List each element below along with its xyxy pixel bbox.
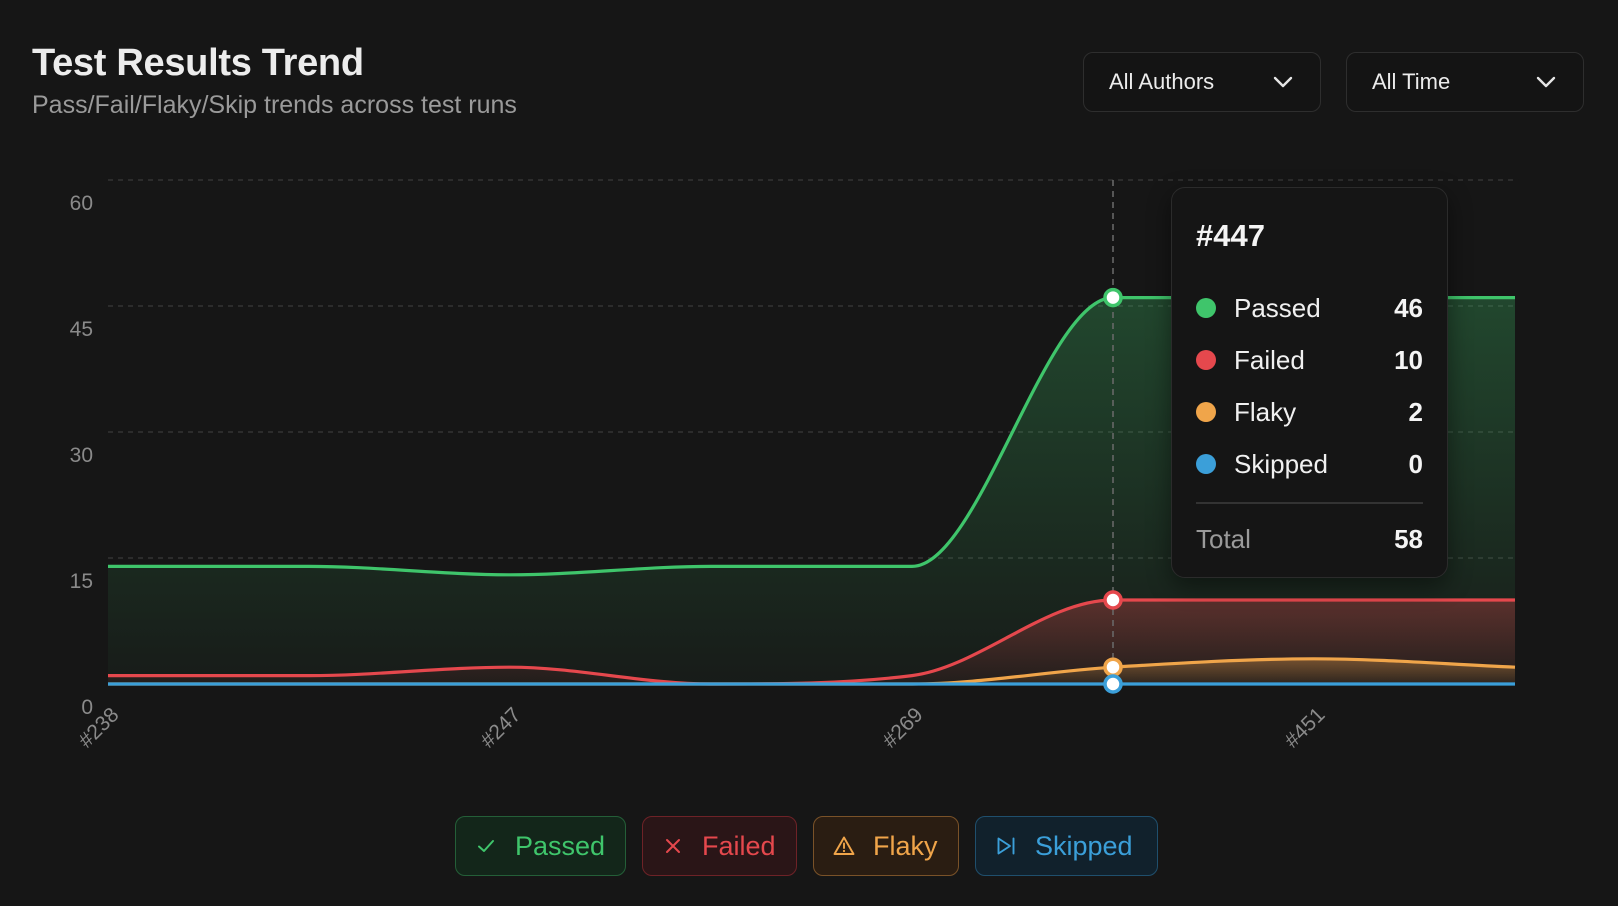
tooltip-row-failed: Failed 10 xyxy=(1196,334,1423,386)
tooltip-row-label: Skipped xyxy=(1234,448,1328,479)
tooltip-total-row: Total 58 xyxy=(1196,514,1423,566)
tooltip-row-skipped: Skipped 0 xyxy=(1196,438,1423,490)
tooltip-row-value: 10 xyxy=(1394,344,1423,375)
skipped-dot-icon xyxy=(1196,454,1216,474)
time-filter-label: All Time xyxy=(1372,69,1451,94)
check-icon xyxy=(478,840,494,852)
time-range-filter-select[interactable]: All Time xyxy=(1346,52,1584,112)
passed-dot-icon xyxy=(1196,298,1216,318)
legend-label: Flaky xyxy=(873,830,938,861)
legend-toggle-flaky[interactable]: Flaky xyxy=(813,816,959,876)
legend-toggle-skipped[interactable]: Skipped xyxy=(975,816,1158,876)
tooltip-divider xyxy=(1196,502,1423,504)
legend-label: Skipped xyxy=(1035,830,1133,861)
y-tick-label: 30 xyxy=(70,444,93,467)
tooltip-row-label: Failed xyxy=(1234,344,1305,375)
legend-toggle-failed[interactable]: Failed xyxy=(642,816,797,876)
hover-crosshair xyxy=(1103,180,1123,694)
legend-label: Failed xyxy=(702,830,776,861)
tooltip-row-value: 46 xyxy=(1394,292,1423,323)
flaky-dot-icon xyxy=(1196,402,1216,422)
tooltip-title: #447 xyxy=(1196,218,1265,253)
chevron-down-icon xyxy=(1536,76,1556,88)
tooltip-row-value: 2 xyxy=(1408,396,1423,427)
tooltip-row-value: 0 xyxy=(1408,448,1423,479)
failed-dot-icon xyxy=(1196,350,1216,370)
chart-legend: Passed Failed Flaky Skipped xyxy=(455,816,1158,876)
x-tick-label: #247 xyxy=(476,703,525,752)
y-tick-label: 60 xyxy=(70,192,93,215)
hover-marker-failed xyxy=(1103,590,1123,610)
legend-label: Passed xyxy=(515,830,606,861)
warning-triangle-icon xyxy=(833,836,855,855)
tooltip-row-flaky: Flaky 2 xyxy=(1196,386,1423,438)
author-filter-label: All Authors xyxy=(1109,69,1215,94)
hover-marker-passed xyxy=(1103,287,1123,308)
chart-header: Test Results Trend Pass/Fail/Flaky/Skip … xyxy=(32,40,517,120)
hover-tooltip: #447 Passed 46 Failed 10 Flaky 2 Skipped… xyxy=(1171,187,1448,578)
x-icon xyxy=(666,839,680,853)
tooltip-total-label: Total xyxy=(1196,524,1251,554)
tooltip-row-label: Passed xyxy=(1234,292,1321,323)
tooltip-total-value: 58 xyxy=(1394,524,1423,554)
x-tick-label: #269 xyxy=(878,703,927,752)
legend-toggle-passed[interactable]: Passed xyxy=(455,816,626,876)
area-passed xyxy=(108,297,1515,684)
page-subtitle: Pass/Fail/Flaky/Skip trends across test … xyxy=(32,91,517,119)
y-tick-label: 0 xyxy=(81,696,93,719)
trend-chart[interactable]: 0 15 30 45 60 #238 #247 #269 #451 xyxy=(0,150,1618,780)
hover-marker-skipped xyxy=(1103,674,1123,694)
y-tick-label: 45 xyxy=(70,318,93,341)
hover-marker-flaky xyxy=(1103,657,1123,677)
tooltip-row-passed: Passed 46 xyxy=(1196,282,1423,334)
tooltip-row-label: Flaky xyxy=(1234,396,1297,427)
y-tick-label: 15 xyxy=(70,570,93,593)
x-tick-label: #451 xyxy=(1280,703,1329,752)
page-title: Test Results Trend xyxy=(32,42,364,84)
skip-forward-icon xyxy=(997,837,1015,855)
author-filter-select[interactable]: All Authors xyxy=(1083,52,1321,112)
series-lines xyxy=(107,296,1516,686)
filter-bar: All Authors All Time xyxy=(1083,52,1584,112)
chevron-down-icon xyxy=(1273,76,1293,88)
